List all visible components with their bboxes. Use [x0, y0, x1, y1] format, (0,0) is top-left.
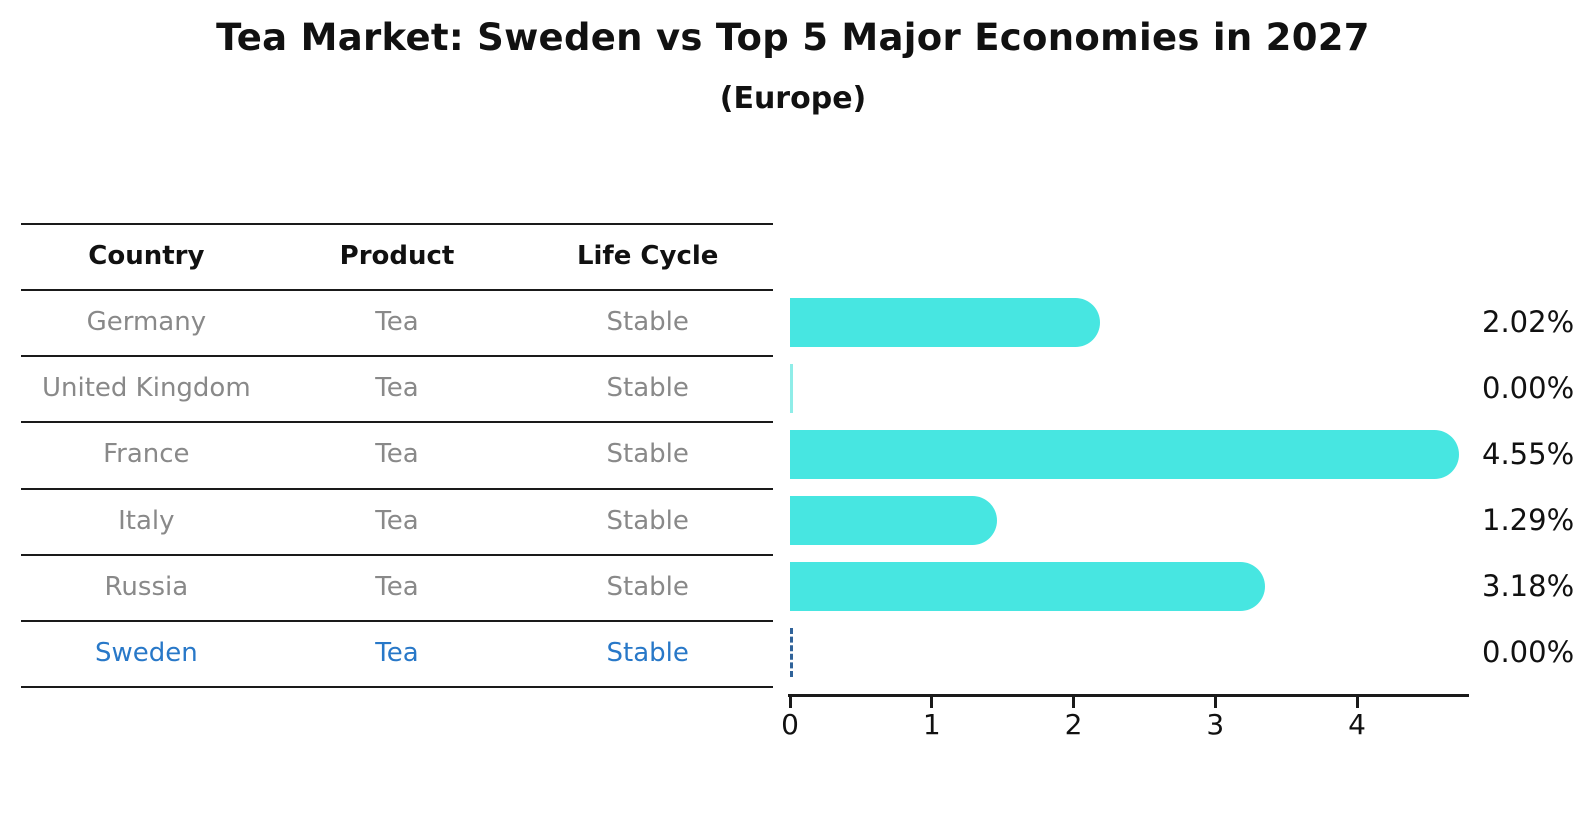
row-divider — [21, 487, 773, 490]
country-cell: Sweden — [94, 637, 198, 668]
chart-title: Tea Market: Sweden vs Top 5 Major Econom… — [216, 16, 1370, 59]
bar — [790, 562, 1265, 612]
row-divider — [21, 553, 773, 556]
product-cell: Tea — [375, 373, 419, 404]
country-cell: United Kingdom — [41, 373, 251, 404]
value-label: 3.18% — [1482, 569, 1575, 604]
column-header-product: Product — [339, 241, 455, 271]
bar — [790, 429, 1459, 479]
x-tick-label: 4 — [1348, 708, 1366, 741]
table-row: Germany Tea Stable — [21, 289, 773, 355]
bar — [790, 628, 793, 678]
country-cell: France — [103, 439, 190, 470]
life-cycle-cell: Stable — [606, 373, 689, 404]
value-label: 1.29% — [1482, 503, 1575, 538]
x-axis — [788, 694, 1469, 697]
table-header-row: Country Product Life Cycle — [21, 223, 773, 289]
product-cell: Tea — [375, 505, 419, 536]
country-cell: Germany — [86, 307, 207, 338]
x-tick — [788, 697, 792, 708]
table-row: United Kingdom Tea Stable — [21, 355, 773, 421]
row-divider — [21, 685, 773, 688]
bar — [790, 496, 997, 546]
product-cell: Tea — [375, 571, 419, 602]
table-row: Russia Tea Stable — [21, 554, 773, 620]
row-divider — [21, 421, 773, 424]
country-cell: Italy — [118, 505, 175, 536]
x-tick-label: 2 — [1064, 708, 1083, 741]
column-header-country: Country — [88, 241, 205, 271]
x-tick — [1213, 697, 1217, 708]
value-label: 4.55% — [1482, 436, 1575, 471]
bar — [790, 363, 793, 413]
bar — [790, 297, 1101, 347]
product-cell: Tea — [375, 637, 419, 668]
product-cell: Tea — [375, 307, 419, 338]
product-cell: Tea — [375, 439, 419, 470]
row-divider — [21, 223, 773, 225]
x-tick — [930, 697, 934, 708]
x-tick-label: 0 — [781, 708, 799, 741]
life-cycle-cell: Stable — [606, 439, 689, 470]
life-cycle-cell: Stable — [606, 505, 689, 536]
chart-subtitle: (Europe) — [719, 81, 867, 116]
row-divider — [21, 619, 773, 622]
value-label: 2.02% — [1482, 304, 1575, 339]
life-cycle-cell: Stable — [606, 571, 689, 602]
x-tick — [1072, 697, 1075, 708]
x-tick-label: 3 — [1206, 708, 1225, 741]
table-row: Sweden Tea Stable — [21, 620, 773, 686]
life-cycle-cell: Stable — [606, 637, 689, 668]
x-tick-label: 1 — [922, 708, 941, 741]
value-label: 0.00% — [1482, 635, 1575, 670]
value-label: 0.00% — [1482, 370, 1575, 405]
life-cycle-cell: Stable — [606, 307, 689, 338]
table-row: France Tea Stable — [21, 421, 773, 487]
table-row: Italy Tea Stable — [21, 488, 773, 554]
country-cell: Russia — [104, 571, 189, 602]
column-header-life-cycle: Life Cycle — [576, 241, 719, 271]
row-divider — [21, 289, 773, 292]
x-tick — [1355, 697, 1359, 708]
row-divider — [21, 355, 773, 358]
